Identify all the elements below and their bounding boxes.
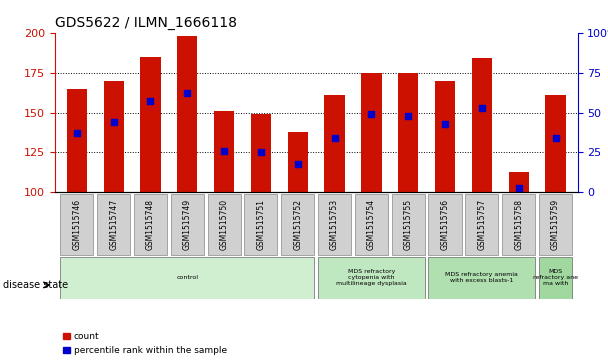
Point xyxy=(367,111,376,117)
Bar xyxy=(545,95,565,192)
Bar xyxy=(207,194,241,255)
Bar xyxy=(429,194,461,255)
Point xyxy=(293,161,303,167)
Text: GSM1515757: GSM1515757 xyxy=(477,199,486,250)
Bar xyxy=(508,172,529,192)
Text: GSM1515746: GSM1515746 xyxy=(72,199,81,250)
Text: GSM1515749: GSM1515749 xyxy=(183,199,192,250)
Bar xyxy=(97,194,130,255)
Text: GSM1515750: GSM1515750 xyxy=(219,199,229,250)
Bar xyxy=(60,194,94,255)
Text: GDS5622 / ILMN_1666118: GDS5622 / ILMN_1666118 xyxy=(55,16,237,30)
Bar xyxy=(398,73,418,192)
Bar xyxy=(539,257,572,299)
Point xyxy=(514,185,523,191)
Text: GSM1515753: GSM1515753 xyxy=(330,199,339,250)
Bar xyxy=(361,73,382,192)
Point xyxy=(403,113,413,119)
Point xyxy=(145,98,155,104)
Point xyxy=(219,148,229,154)
Text: MDS refractory anemia
with excess blasts-1: MDS refractory anemia with excess blasts… xyxy=(446,272,518,283)
Text: GSM1515758: GSM1515758 xyxy=(514,199,523,250)
Point xyxy=(477,105,487,111)
Text: GSM1515755: GSM1515755 xyxy=(404,199,413,250)
Bar xyxy=(502,194,535,255)
Bar xyxy=(171,194,204,255)
Bar xyxy=(214,111,234,192)
Text: disease state: disease state xyxy=(3,280,68,290)
Text: MDS refractory
cytopenia with
multilineage dysplasia: MDS refractory cytopenia with multilinea… xyxy=(336,269,407,286)
Bar xyxy=(281,194,314,255)
Bar xyxy=(134,194,167,255)
Text: GSM1515752: GSM1515752 xyxy=(293,199,302,250)
Text: GSM1515748: GSM1515748 xyxy=(146,199,155,250)
Bar xyxy=(103,81,124,192)
Bar xyxy=(318,194,351,255)
Bar xyxy=(325,95,345,192)
Bar xyxy=(472,58,492,192)
Point xyxy=(109,119,119,125)
Bar xyxy=(60,257,314,299)
Text: GSM1515751: GSM1515751 xyxy=(257,199,266,250)
Bar xyxy=(250,114,271,192)
Text: GSM1515759: GSM1515759 xyxy=(551,199,560,250)
Bar xyxy=(465,194,499,255)
Bar xyxy=(177,36,198,192)
Point xyxy=(256,150,266,155)
Text: GSM1515754: GSM1515754 xyxy=(367,199,376,250)
Legend: count, percentile rank within the sample: count, percentile rank within the sample xyxy=(59,329,230,359)
Bar xyxy=(355,194,388,255)
Bar xyxy=(318,257,425,299)
Bar xyxy=(392,194,425,255)
Bar xyxy=(435,81,455,192)
Bar xyxy=(244,194,277,255)
Bar xyxy=(429,257,535,299)
Text: GSM1515756: GSM1515756 xyxy=(441,199,449,250)
Text: control: control xyxy=(176,275,198,280)
Bar xyxy=(288,132,308,192)
Bar xyxy=(140,57,161,192)
Point xyxy=(440,121,450,127)
Point xyxy=(72,130,81,136)
Text: MDS
refractory ane
ma with: MDS refractory ane ma with xyxy=(533,269,578,286)
Point xyxy=(551,135,561,141)
Text: GSM1515747: GSM1515747 xyxy=(109,199,118,250)
Bar xyxy=(539,194,572,255)
Bar xyxy=(67,89,87,192)
Point xyxy=(330,135,339,141)
Point xyxy=(182,90,192,96)
